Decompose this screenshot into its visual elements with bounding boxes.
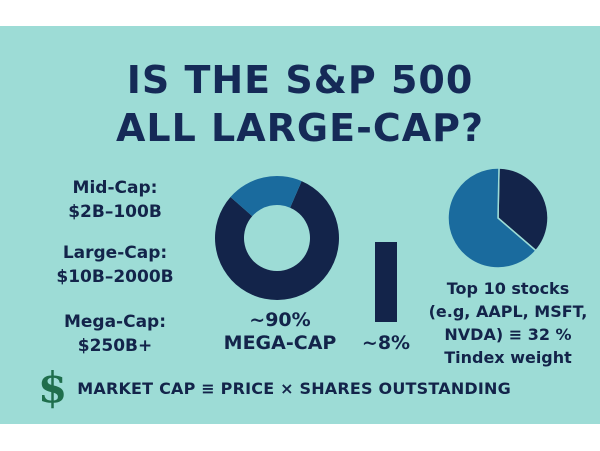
large-cap-name: Large-Cap:: [62, 243, 168, 263]
mega-cap-label: Mega-Cap: $250B+: [30, 310, 200, 358]
mega-cap-range: $250B+: [77, 336, 153, 356]
donut-slice-1: [230, 176, 302, 217]
large-cap-label: Large-Cap: $10B–2000B: [30, 241, 200, 289]
top10-pie-chart: [447, 167, 549, 269]
title-line-2: ALL LARGE-CAP?: [115, 106, 485, 150]
large-cap-range: $10B–2000B: [56, 267, 174, 287]
donut-slice-0: [215, 181, 340, 300]
pie-slice-1: [447, 167, 537, 269]
pie-slice-0: [497, 167, 549, 252]
bar-0: [375, 242, 397, 322]
top10-line-1: Top 10 stocks: [446, 279, 570, 298]
formula-text: MARKET CAP ≡ PRICE × SHARES OUTSTANDING: [77, 378, 511, 398]
top10-line-4: Tindex weight: [444, 348, 572, 367]
market-cap-formula: $ MARKET CAP ≡ PRICE × SHARES OUTSTANDIN…: [38, 366, 511, 410]
mid-cap-name: Mid-Cap:: [72, 178, 158, 198]
title-line-1: IS THE S&P 500: [126, 58, 474, 102]
top10-line-3: NVDA) ≡ 32 %: [444, 325, 572, 344]
bar-chart: [375, 242, 397, 322]
top10-line-2: (e.g, AAPL, MSFT,: [428, 302, 588, 321]
dollar-icon: $: [38, 363, 68, 412]
donut-percent-label: ~90%: [249, 309, 311, 331]
donut-mega-cap-label: MEGA-CAP: [223, 332, 337, 354]
mid-cap-label: Mid-Cap: $2B–100B: [30, 176, 200, 224]
donut-chart: [215, 176, 340, 300]
mega-cap-name: Mega-Cap:: [63, 312, 167, 332]
bar-percent-label: ~8%: [361, 332, 411, 354]
top10-caption: Top 10 stocks (e.g, AAPL, MSFT, NVDA) ≡ …: [422, 277, 594, 369]
mid-cap-range: $2B–100B: [68, 202, 162, 222]
